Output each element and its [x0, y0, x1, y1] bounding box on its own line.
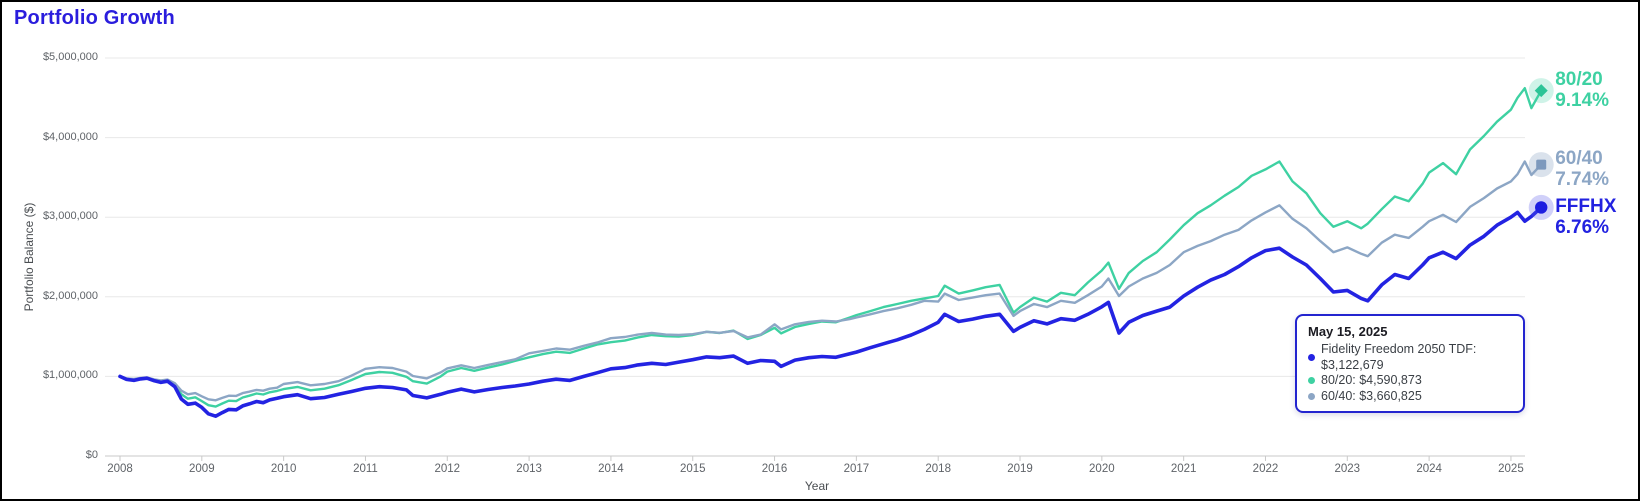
- end-marker-diamond-icon[interactable]: [1534, 84, 1548, 98]
- x-axis-title: Year: [804, 479, 830, 493]
- series-line-p6040[interactable]: [118, 160, 1543, 402]
- tooltip-value-80-20: 80/20: $4,590,873: [1321, 373, 1422, 387]
- y-tick-label: $5,000,000: [42, 51, 98, 63]
- bullet-icon-80-20: [1308, 377, 1315, 385]
- tooltip-value-fffhx: Fidelity Freedom 2050 TDF: $3,122,679: [1321, 342, 1477, 372]
- series-name-fffhx: FFFHX: [1555, 196, 1617, 218]
- y-tick-label: $3,000,000: [42, 210, 98, 223]
- x-tick-label: 2021: [1170, 463, 1197, 475]
- tooltip-row-80-20: 80/20: $4,590,873: [1308, 373, 1512, 389]
- x-tick-label: 2013: [516, 463, 542, 475]
- end-marker-square-icon[interactable]: [1536, 159, 1547, 170]
- x-tick-label: 2020: [1089, 463, 1115, 475]
- x-tick-label: 2018: [925, 463, 951, 475]
- tooltip-row-60-40: 60/40: $3,660,825: [1308, 389, 1512, 405]
- x-tick-label: 2011: [353, 463, 378, 475]
- page-title: Portfolio Growth: [14, 7, 175, 29]
- series-name-80-20: 80/20: [1555, 68, 1603, 90]
- y-tick-label: $4,000,000: [42, 130, 98, 143]
- series-cagr-80-20: 9.14%: [1555, 89, 1610, 111]
- series-line-fffhx[interactable]: [118, 205, 1543, 419]
- x-tick-label: 2015: [679, 463, 706, 475]
- bullet-icon-fffhx: [1308, 354, 1315, 361]
- series-line-p8020[interactable]: [118, 86, 1543, 408]
- series-cagr-fffhx: 6.76%: [1555, 217, 1610, 239]
- end-label-60-40: 60/40 7.74%: [1555, 148, 1609, 190]
- series-name-60-40: 60/40: [1555, 147, 1603, 169]
- x-tick-label: 2017: [843, 463, 870, 475]
- x-tick-label: 2009: [189, 463, 215, 475]
- tooltip-value-60-40: 60/40: $3,660,825: [1321, 388, 1422, 403]
- series-cagr-60-40: 7.74%: [1555, 168, 1610, 190]
- tooltip-row-fffhx: Fidelity Freedom 2050 TDF: $3,122,679: [1308, 342, 1512, 373]
- x-tick-label: 2010: [270, 463, 297, 475]
- x-tick-label: 2025: [1498, 463, 1524, 475]
- end-label-80-20: 80/20 9.14%: [1555, 69, 1609, 111]
- end-marker-circle-icon[interactable]: [1535, 201, 1548, 214]
- y-tick-label: $1,000,000: [42, 369, 98, 382]
- y-tick-label: $2,000,000: [42, 289, 98, 302]
- x-tick-label: 2012: [434, 463, 461, 475]
- y-tick-label: $0: [85, 449, 98, 461]
- x-tick-label: 2008: [107, 463, 133, 475]
- bullet-icon-60-40: [1308, 392, 1315, 400]
- x-tick-label: 2016: [761, 463, 788, 475]
- x-tick-label: 2014: [598, 463, 624, 475]
- end-label-fffhx: FFFHX 6.76%: [1555, 196, 1616, 238]
- x-tick-label: 2024: [1416, 463, 1442, 475]
- x-tick-label: 2022: [1252, 463, 1279, 475]
- x-tick-label: 2023: [1334, 463, 1361, 475]
- x-tick-label: 2019: [1007, 463, 1033, 475]
- tooltip-date: May 15, 2025: [1308, 324, 1388, 339]
- hover-tooltip: May 15, 2025 Fidelity Freedom 2050 TDF: …: [1295, 314, 1525, 413]
